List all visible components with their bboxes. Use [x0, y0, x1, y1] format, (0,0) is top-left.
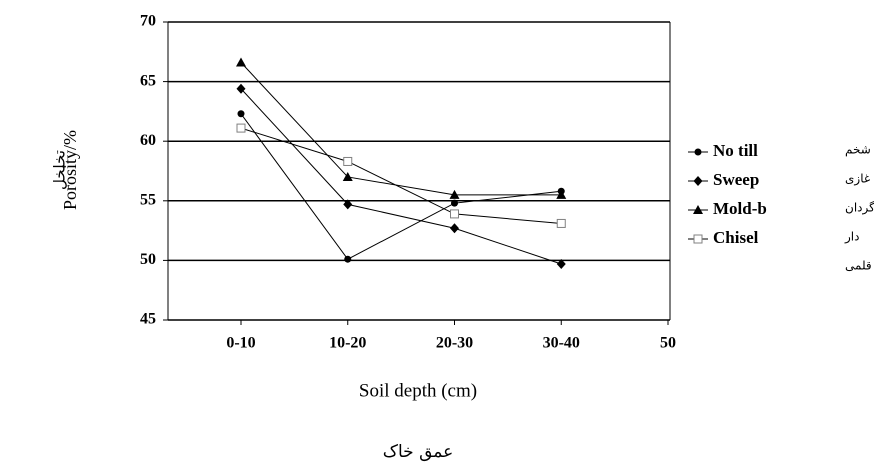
marker [556, 258, 566, 269]
marker [449, 189, 460, 199]
series-line [240, 88, 562, 265]
y-tick-label: 50 [140, 251, 156, 268]
x-tick-label: 50 [660, 335, 676, 352]
y-tick-label: 60 [140, 132, 156, 149]
x-tick-label: 30-40 [543, 335, 580, 352]
legend-label: No till [713, 141, 758, 160]
marker [237, 110, 245, 118]
marker [451, 199, 458, 207]
marker [236, 83, 246, 94]
marker [556, 189, 567, 199]
x-label: Soil depth (cm) [359, 380, 477, 401]
y-label-fa: تخلخل [51, 150, 69, 190]
marker [694, 148, 702, 156]
marker [236, 57, 246, 67]
x-tick-label: 0-10 [226, 335, 255, 352]
marker [236, 123, 246, 133]
marker [450, 209, 459, 219]
legend-label: Sweep [713, 170, 759, 189]
y-label: Porosity/% [60, 130, 80, 210]
legend-fa: برگردان [845, 201, 874, 216]
series-line [240, 62, 562, 196]
y-tick-label: 70 [140, 13, 156, 30]
x-tick-label: 10-20 [329, 335, 366, 352]
marker [693, 234, 703, 244]
marker [693, 205, 703, 214]
marker [344, 255, 352, 263]
x-label-fa: عمق خاک [383, 442, 453, 462]
legend-label: Chisel [713, 228, 759, 247]
x-tick-label: 20-30 [436, 335, 473, 352]
legend-fa: پنجه غازی [845, 172, 874, 187]
marker [693, 176, 703, 186]
legend-fa: بدون شخم [845, 143, 874, 158]
y-tick-label: 45 [140, 311, 156, 328]
legend-fa: دار [844, 230, 859, 245]
marker [450, 223, 459, 234]
marker [556, 218, 566, 228]
y-tick-label: 55 [140, 191, 156, 208]
y-tick-label: 65 [140, 72, 156, 89]
marker [343, 156, 353, 166]
marker [343, 199, 353, 210]
series-line [240, 127, 562, 224]
series-line [240, 113, 562, 260]
marker [342, 171, 353, 181]
legend-label: Mold-b [713, 199, 767, 218]
legend-fa: قلمی [845, 259, 872, 273]
